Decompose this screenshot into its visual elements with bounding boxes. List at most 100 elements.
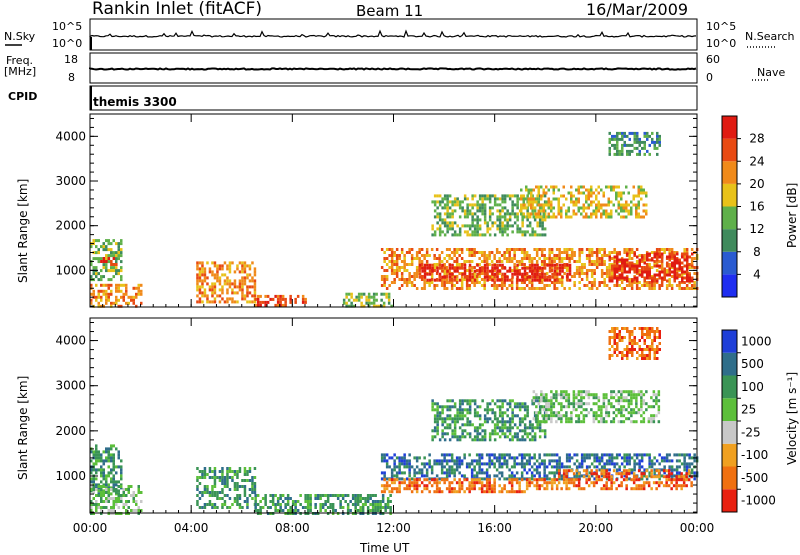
velocity-cell bbox=[680, 487, 683, 490]
power-cell bbox=[284, 298, 287, 301]
power-cell bbox=[484, 203, 487, 206]
velocity-cell bbox=[518, 490, 521, 493]
velocity-cell bbox=[413, 471, 416, 474]
power-cell bbox=[214, 261, 217, 264]
power-cell bbox=[646, 150, 649, 153]
power-cell bbox=[570, 186, 573, 189]
velocity-cell bbox=[478, 478, 481, 481]
power-cell bbox=[444, 197, 447, 200]
power-cell bbox=[196, 267, 199, 270]
velocity-cell bbox=[349, 500, 352, 503]
power-cell bbox=[600, 216, 603, 219]
velocity-cell bbox=[408, 487, 411, 490]
power-cell bbox=[616, 280, 619, 283]
power-cell bbox=[540, 204, 543, 207]
velocity-cell bbox=[254, 476, 257, 479]
velocity-cell bbox=[580, 399, 583, 402]
power-cell bbox=[264, 301, 267, 304]
velocity-cell bbox=[441, 423, 444, 426]
velocity-cell bbox=[668, 469, 671, 472]
velocity-cell bbox=[503, 462, 506, 465]
velocity-cell bbox=[583, 469, 586, 472]
power-cell bbox=[643, 216, 646, 219]
power-cell bbox=[115, 299, 118, 302]
power-cell bbox=[496, 260, 499, 263]
velocity-cell bbox=[332, 503, 335, 506]
power-cell bbox=[506, 212, 509, 215]
power-cell bbox=[118, 287, 121, 290]
power-cell bbox=[591, 251, 594, 254]
power-cell bbox=[481, 209, 484, 212]
velocity-cell bbox=[443, 471, 446, 474]
power-cell bbox=[631, 265, 634, 268]
velocity-cell bbox=[359, 506, 362, 509]
velocity-cell bbox=[389, 494, 392, 497]
velocity-cell bbox=[645, 481, 648, 484]
power-cell bbox=[668, 281, 671, 284]
velocity-cell bbox=[95, 477, 98, 480]
velocity-cell bbox=[458, 490, 461, 493]
power-cell bbox=[616, 135, 619, 138]
power-cell bbox=[446, 260, 449, 263]
velocity-cell bbox=[588, 453, 591, 456]
velocity-cell bbox=[98, 459, 101, 462]
power-cell bbox=[541, 248, 544, 251]
power-cell bbox=[459, 267, 462, 270]
power-cell bbox=[563, 248, 566, 251]
velocity-cell bbox=[374, 494, 377, 497]
velocity-cell bbox=[488, 490, 491, 493]
power-cell bbox=[656, 274, 659, 277]
power-cell bbox=[659, 271, 662, 274]
velocity-cell bbox=[426, 478, 429, 481]
velocity-cell bbox=[623, 459, 626, 462]
power-cell bbox=[254, 270, 257, 273]
power-cell bbox=[448, 257, 451, 260]
power-cell bbox=[586, 275, 589, 278]
power-cell bbox=[486, 270, 489, 273]
power-cell bbox=[526, 209, 529, 212]
power-cell bbox=[439, 273, 442, 276]
power-cell bbox=[491, 267, 494, 270]
velocity-cell bbox=[550, 402, 553, 405]
velocity-cell bbox=[519, 405, 522, 408]
power-cell bbox=[506, 260, 509, 263]
velocity-cell bbox=[466, 462, 469, 465]
power-cell bbox=[666, 248, 669, 251]
velocity-cell bbox=[461, 435, 464, 438]
velocity-cell bbox=[496, 420, 499, 423]
power-cell bbox=[236, 267, 239, 270]
velocity-cell bbox=[401, 477, 404, 480]
power-cell bbox=[561, 257, 564, 260]
velocity-cell bbox=[575, 408, 578, 411]
power-cell bbox=[196, 279, 199, 282]
velocity-cell bbox=[471, 468, 474, 471]
velocity-cell bbox=[221, 482, 224, 485]
nsky-panel bbox=[90, 19, 697, 50]
velocity-cell bbox=[504, 426, 507, 429]
velocity-cell bbox=[601, 465, 604, 468]
velocity-cell bbox=[100, 488, 103, 491]
power-cell bbox=[684, 271, 687, 274]
power-cell bbox=[534, 276, 537, 279]
velocity-cell bbox=[221, 470, 224, 473]
power-cell bbox=[536, 270, 539, 273]
power-cell bbox=[249, 279, 252, 282]
velocity-cell bbox=[501, 402, 504, 405]
power-cell bbox=[413, 284, 416, 287]
velocity-cell bbox=[461, 487, 464, 490]
power-cell bbox=[553, 186, 556, 189]
power-cell bbox=[360, 302, 363, 305]
velocity-cell bbox=[688, 453, 691, 456]
power-cell bbox=[566, 251, 569, 254]
velocity-cell bbox=[319, 497, 322, 500]
power-cell bbox=[471, 251, 474, 254]
power-cell bbox=[535, 186, 538, 189]
power-cell bbox=[554, 267, 557, 270]
velocity-cell bbox=[648, 453, 651, 456]
power-cell bbox=[499, 227, 502, 230]
velocity-cell bbox=[476, 478, 479, 481]
velocity-cell bbox=[610, 393, 613, 396]
velocity-cell bbox=[451, 468, 454, 471]
power-cell bbox=[618, 213, 621, 216]
power-cell bbox=[244, 282, 247, 285]
